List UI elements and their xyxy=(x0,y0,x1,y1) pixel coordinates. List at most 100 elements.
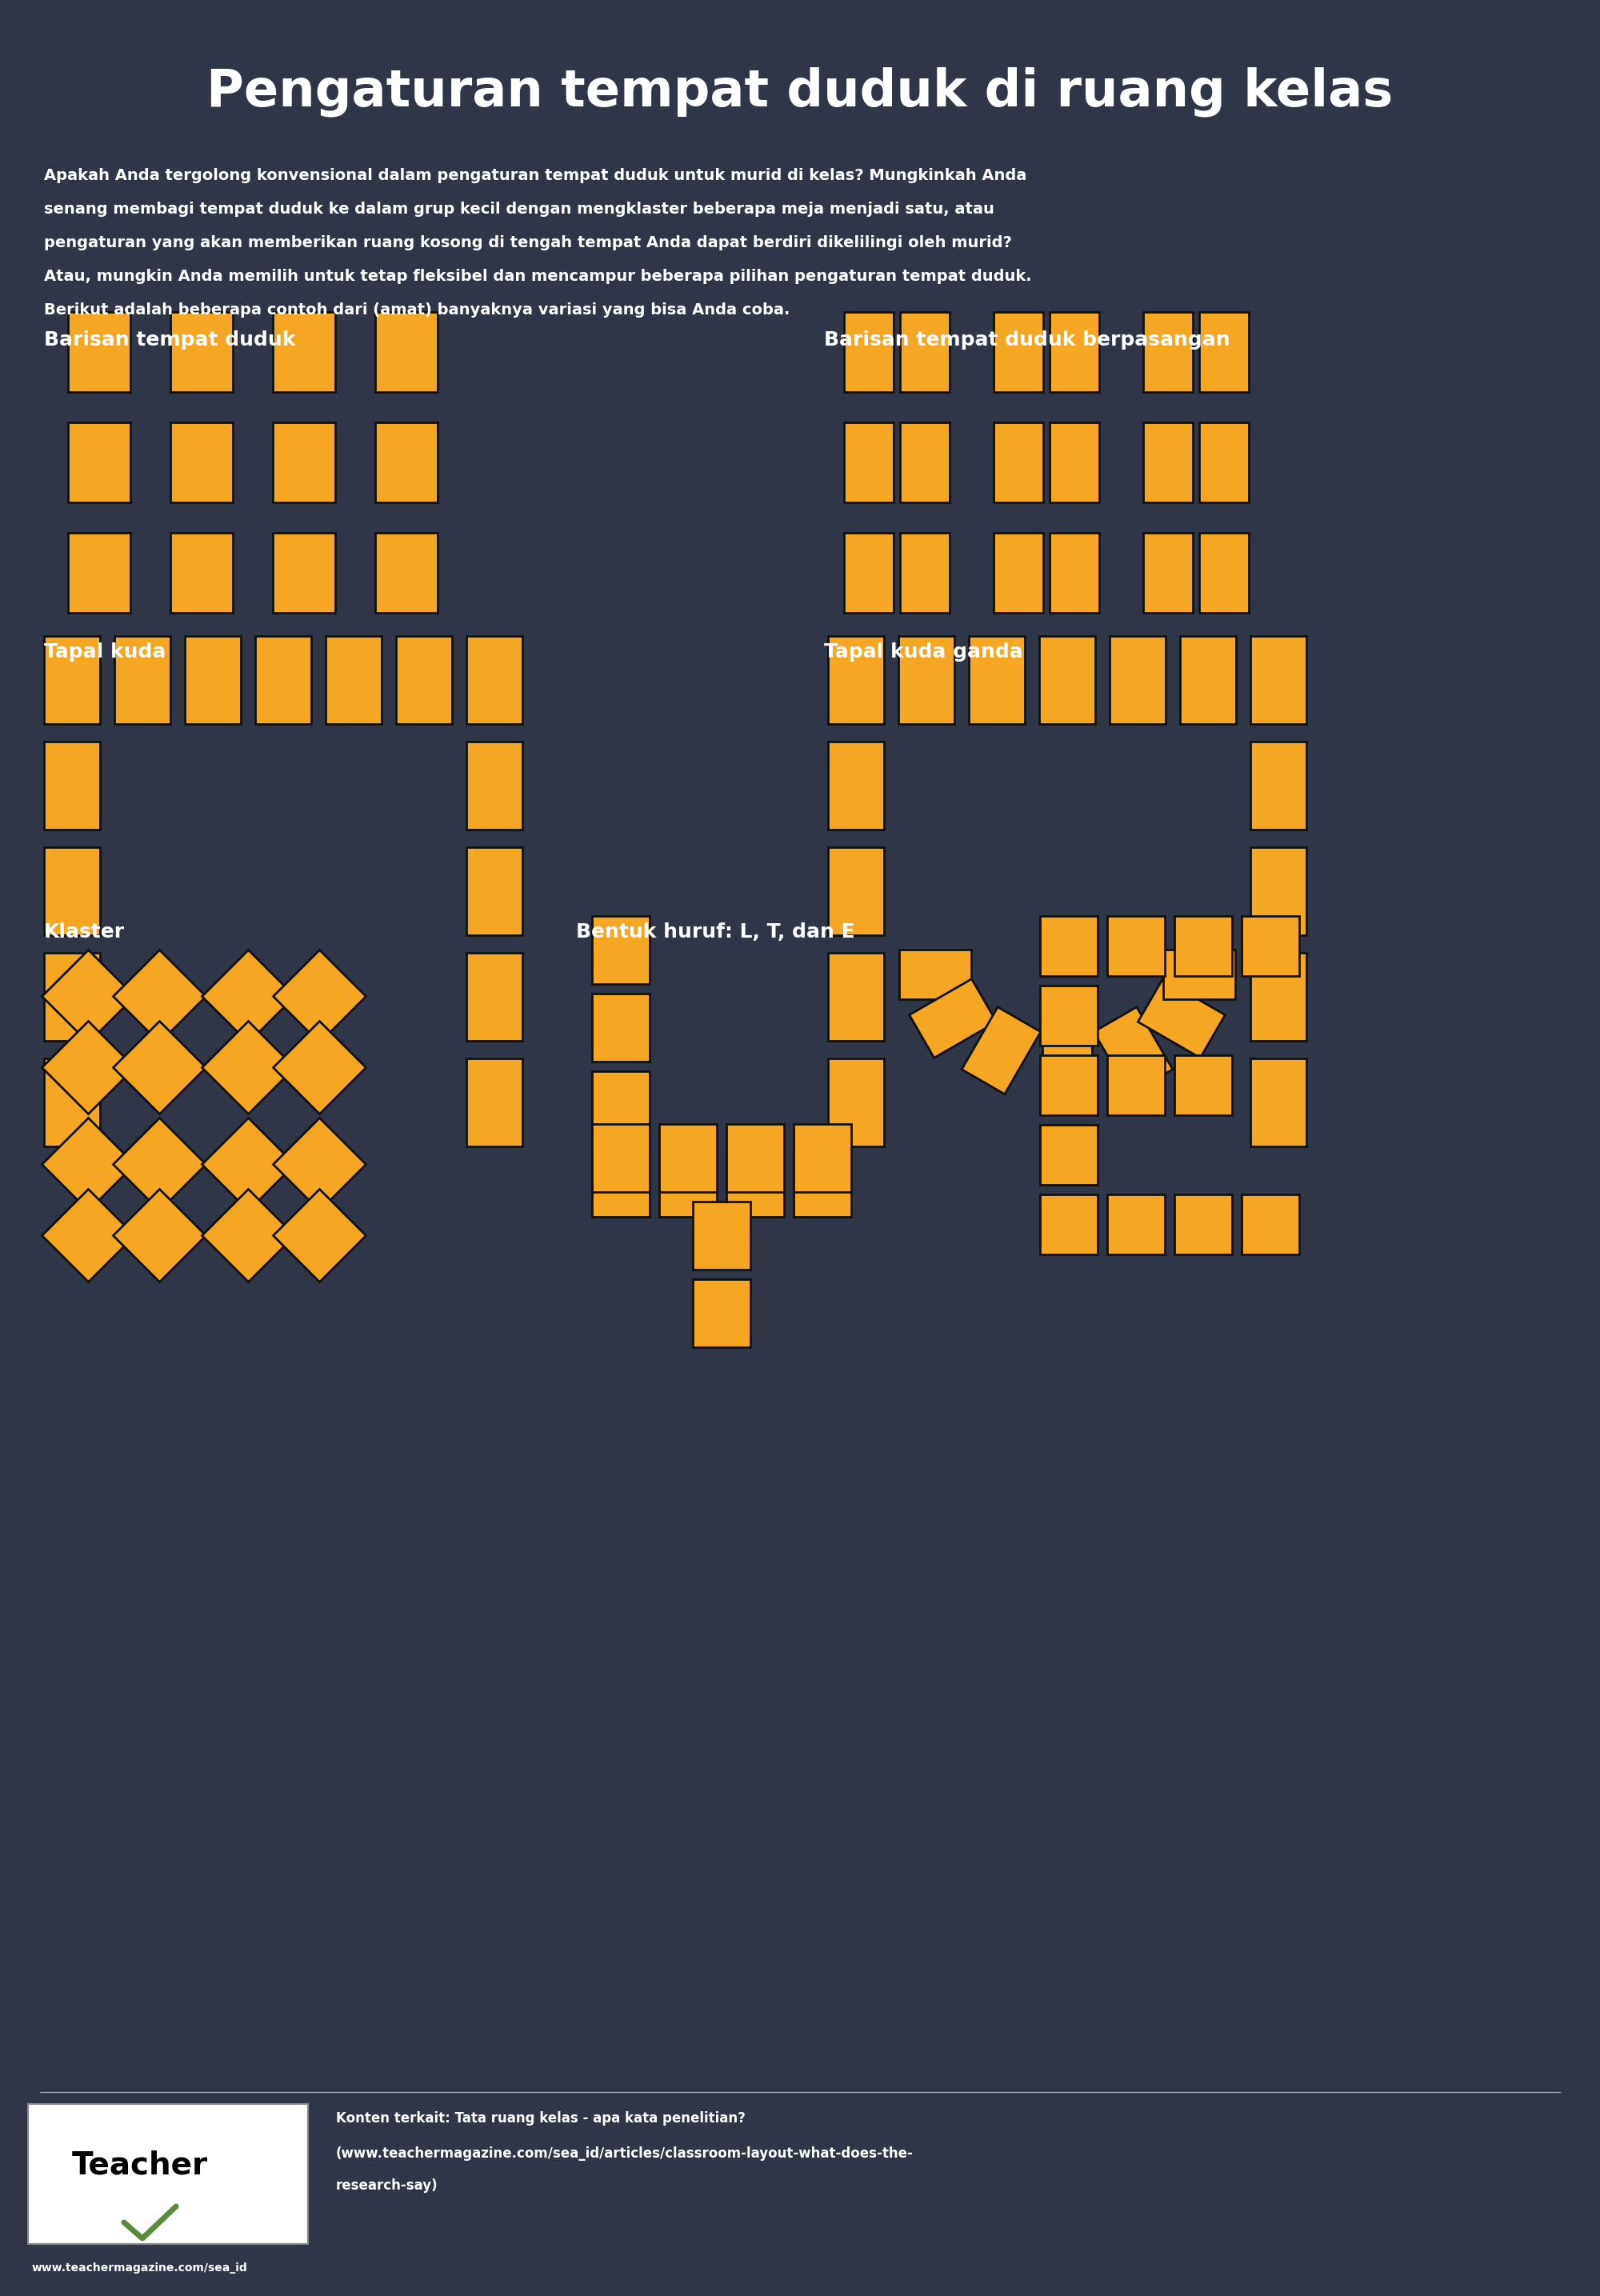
Bar xyxy=(1200,533,1248,613)
Bar xyxy=(899,951,971,999)
Bar xyxy=(726,1125,784,1192)
Bar xyxy=(1242,1194,1299,1254)
Bar xyxy=(114,1022,206,1114)
Bar xyxy=(659,1148,717,1217)
Bar xyxy=(42,1118,134,1210)
Bar xyxy=(845,422,894,503)
Bar xyxy=(325,636,381,723)
Bar xyxy=(1040,916,1098,976)
Bar xyxy=(374,422,438,503)
Bar xyxy=(1200,422,1248,503)
Bar xyxy=(829,847,883,934)
Bar xyxy=(184,636,240,723)
Bar xyxy=(466,636,522,723)
Bar xyxy=(1050,533,1099,613)
Bar xyxy=(1250,636,1306,723)
Text: www.teachermagazine.com/sea_id: www.teachermagazine.com/sea_id xyxy=(32,2262,248,2273)
Bar xyxy=(1107,1194,1165,1254)
Text: senang membagi tempat duduk ke dalam grup kecil dengan mengklaster beberapa meja: senang membagi tempat duduk ke dalam gru… xyxy=(45,202,994,216)
Bar xyxy=(1174,1056,1232,1116)
Bar xyxy=(374,533,438,613)
Bar xyxy=(1110,636,1165,723)
Bar xyxy=(272,422,336,503)
Text: Atau, mungkin Anda memilih untuk tetap fleksibel dan mencampur beberapa pilihan : Atau, mungkin Anda memilih untuk tetap f… xyxy=(45,269,1032,285)
Bar xyxy=(592,1125,650,1192)
Bar xyxy=(845,312,894,393)
Bar xyxy=(1250,847,1306,934)
Bar xyxy=(1040,1125,1098,1185)
Bar xyxy=(202,951,294,1042)
Bar xyxy=(395,636,451,723)
Bar xyxy=(659,1125,717,1192)
Bar xyxy=(726,1148,784,1217)
Bar xyxy=(1142,533,1194,613)
Bar xyxy=(1250,742,1306,829)
Bar xyxy=(592,1072,650,1139)
Bar xyxy=(67,422,131,503)
Text: Bentuk huruf: L, T, dan E: Bentuk huruf: L, T, dan E xyxy=(576,923,854,941)
Bar xyxy=(1107,916,1165,976)
Bar xyxy=(1142,422,1194,503)
Bar xyxy=(1250,953,1306,1040)
Bar xyxy=(1174,1194,1232,1254)
Bar xyxy=(272,533,336,613)
Bar xyxy=(274,951,366,1042)
Bar xyxy=(909,978,997,1058)
Bar xyxy=(829,742,883,829)
Bar xyxy=(466,1058,522,1146)
Text: Tapal kuda ganda: Tapal kuda ganda xyxy=(824,643,1022,661)
Bar xyxy=(962,1008,1040,1095)
Bar xyxy=(170,312,234,393)
Bar xyxy=(845,533,894,613)
Bar xyxy=(45,1058,99,1146)
Bar xyxy=(45,636,99,723)
Bar xyxy=(1181,636,1235,723)
Bar xyxy=(42,951,134,1042)
Bar xyxy=(114,1118,206,1210)
Bar xyxy=(45,742,99,829)
Bar xyxy=(202,1022,294,1114)
Bar xyxy=(1040,1194,1098,1254)
Text: (www.teachermagazine.com/sea_id/articles/classroom-layout-what-does-the-: (www.teachermagazine.com/sea_id/articles… xyxy=(336,2147,914,2161)
Text: Klaster: Klaster xyxy=(45,923,125,941)
Bar xyxy=(899,636,954,723)
Bar xyxy=(170,422,234,503)
Bar xyxy=(466,953,522,1040)
Bar xyxy=(829,636,883,723)
Bar xyxy=(794,1148,851,1217)
Bar xyxy=(1200,312,1248,393)
Bar xyxy=(970,636,1024,723)
Bar xyxy=(202,1189,294,1281)
Bar xyxy=(374,312,438,393)
Bar xyxy=(42,1189,134,1281)
Bar xyxy=(1094,1008,1173,1095)
Bar xyxy=(29,2103,307,2243)
Bar xyxy=(1142,312,1194,393)
Bar xyxy=(67,312,131,393)
Bar xyxy=(274,1189,366,1281)
Bar xyxy=(466,742,522,829)
Bar xyxy=(693,1279,750,1348)
Bar xyxy=(1242,916,1299,976)
Bar xyxy=(592,916,650,985)
Bar xyxy=(1107,1056,1165,1116)
Bar xyxy=(254,636,310,723)
Text: Pengaturan tempat duduk di ruang kelas: Pengaturan tempat duduk di ruang kelas xyxy=(206,67,1394,117)
Text: pengaturan yang akan memberikan ruang kosong di tengah tempat Anda dapat berdiri: pengaturan yang akan memberikan ruang ko… xyxy=(45,234,1011,250)
Bar xyxy=(829,1058,883,1146)
Bar xyxy=(1042,1026,1091,1097)
Bar xyxy=(274,1118,366,1210)
Bar xyxy=(1050,312,1099,393)
Bar xyxy=(1050,422,1099,503)
Bar xyxy=(202,1118,294,1210)
Bar xyxy=(899,533,950,613)
Bar xyxy=(45,847,99,934)
Bar xyxy=(1138,978,1226,1058)
Text: Apakah Anda tergolong konvensional dalam pengaturan tempat duduk untuk murid di : Apakah Anda tergolong konvensional dalam… xyxy=(45,168,1027,184)
Bar xyxy=(272,312,336,393)
Bar xyxy=(1040,1056,1098,1116)
Text: Konten terkait: Tata ruang kelas - apa kata penelitian?: Konten terkait: Tata ruang kelas - apa k… xyxy=(336,2112,746,2126)
Bar xyxy=(693,1201,750,1270)
Bar xyxy=(794,1125,851,1192)
Bar xyxy=(829,953,883,1040)
